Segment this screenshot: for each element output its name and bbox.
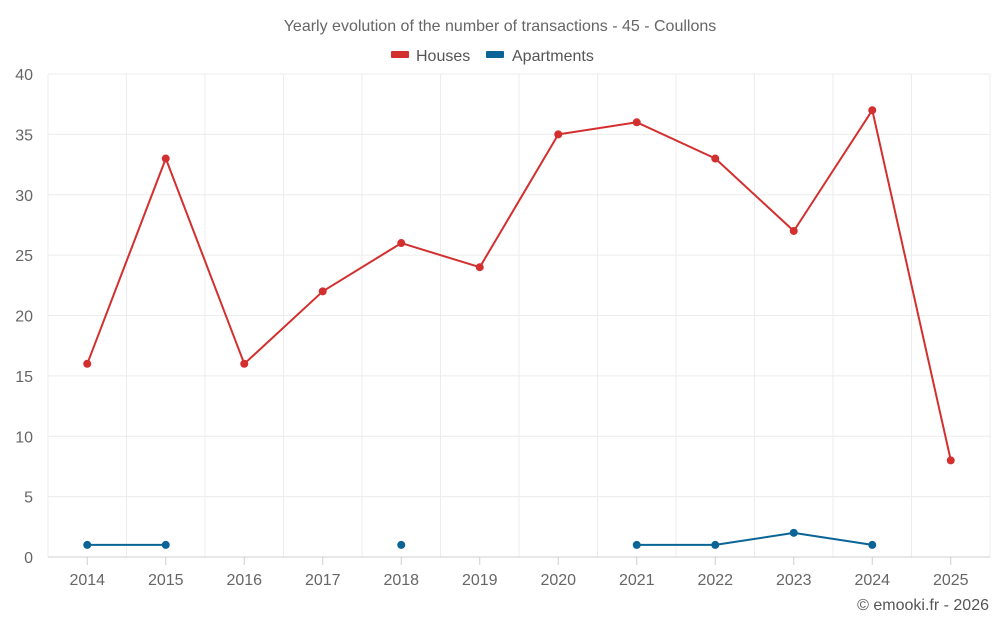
legend: Houses Apartments [391, 48, 594, 65]
series-apartments [83, 528, 877, 549]
gridlines [47, 73, 991, 557]
x-tick-label: 2023 [776, 572, 812, 589]
y-tick-label: 35 [15, 127, 33, 144]
y-tick-label: 40 [15, 67, 33, 84]
data-point-houses-2016[interactable] [240, 359, 249, 368]
x-tick-label: 2018 [383, 572, 419, 589]
series [83, 106, 955, 549]
x-tick-label: 2019 [462, 572, 498, 589]
x-tick-label: 2017 [305, 572, 341, 589]
x-tick-label: 2021 [619, 572, 655, 589]
data-point-houses-2020[interactable] [554, 130, 563, 139]
data-point-apartments-2015[interactable] [161, 540, 170, 549]
data-point-apartments-2018[interactable] [397, 540, 406, 549]
x-tick-label: 2014 [69, 572, 105, 589]
data-point-houses-2021[interactable] [632, 118, 641, 127]
y-tick-label: 20 [15, 309, 33, 326]
data-point-houses-2022[interactable] [711, 154, 720, 163]
data-point-apartments-2024[interactable] [868, 540, 877, 549]
legend-swatch-apartments [486, 51, 504, 58]
data-point-houses-2014[interactable] [83, 359, 92, 368]
series-houses [83, 106, 955, 465]
y-tick-label: 15 [15, 369, 33, 386]
y-tick-label: 30 [15, 188, 33, 205]
y-axis: 0 5 10 15 20 25 30 35 40 [15, 67, 33, 567]
x-tick-label: 2025 [933, 572, 969, 589]
data-point-apartments-2021[interactable] [632, 540, 641, 549]
y-tick-label: 10 [15, 429, 33, 446]
y-tick-label: 0 [24, 550, 33, 567]
series-line-apartments [636, 531, 873, 546]
x-tick-label: 2022 [697, 572, 733, 589]
x-tick-label: 2024 [854, 572, 890, 589]
credit-text: © emooki.fr - 2026 [857, 597, 989, 614]
data-point-houses-2018[interactable] [397, 239, 406, 248]
legend-swatch-houses [391, 51, 409, 58]
data-point-houses-2015[interactable] [161, 154, 170, 163]
data-point-houses-2023[interactable] [789, 226, 798, 235]
series-line-houses [86, 109, 952, 461]
legend-label-apartments[interactable]: Apartments [512, 48, 594, 65]
y-tick-label: 5 [24, 490, 33, 507]
data-point-apartments-2023[interactable] [789, 528, 798, 537]
data-point-houses-2019[interactable] [475, 263, 484, 272]
legend-label-houses[interactable]: Houses [416, 48, 470, 65]
x-tick-label: 2020 [540, 572, 576, 589]
data-point-apartments-2014[interactable] [83, 540, 92, 549]
data-point-houses-2017[interactable] [318, 287, 327, 296]
data-point-houses-2024[interactable] [868, 106, 877, 115]
y-tick-label: 25 [15, 248, 33, 265]
x-tick-label: 2015 [148, 572, 184, 589]
data-point-houses-2025[interactable] [946, 456, 955, 465]
chart-title: Yearly evolution of the number of transa… [284, 18, 717, 35]
x-axis: 2014 2015 2016 2017 2018 2019 2020 2021 2022 2023… [48, 556, 990, 589]
data-point-apartments-2022[interactable] [711, 540, 720, 549]
x-tick-label: 2016 [226, 572, 262, 589]
